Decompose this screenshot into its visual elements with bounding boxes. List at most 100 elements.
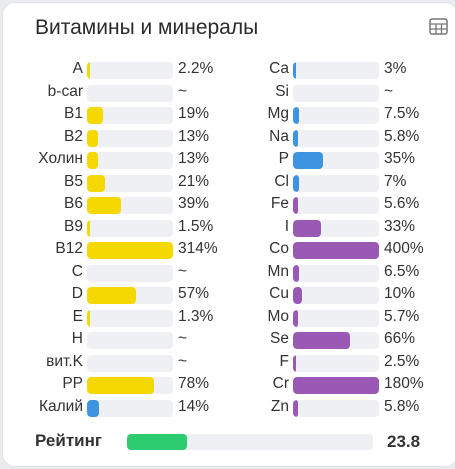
nutrient-label: PP: [62, 375, 83, 392]
nutrient-bar-fill: [87, 174, 106, 192]
table-icon[interactable]: [429, 18, 448, 35]
nutrient-bar-fill: [293, 62, 296, 79]
nutrient-label: B5: [64, 172, 83, 190]
nutrient-bar-fill: [293, 264, 299, 282]
nutrient-bar-fill: [293, 377, 379, 394]
nutrient-value: 5.6%: [384, 195, 420, 212]
nutrient-label: I: [284, 217, 289, 235]
nutrient-label: H: [71, 330, 83, 347]
nutrient-value: 57%: [178, 285, 210, 302]
nutrient-bar-fill: [87, 107, 104, 124]
nutrient-bar-fill: [293, 287, 302, 304]
nutrient-label: Mo: [267, 307, 289, 325]
nutrient-bar-fill: [293, 129, 298, 147]
nutrient-bar-fill: [293, 152, 324, 169]
nutrient-value: 13%: [178, 127, 210, 145]
nutrient-bar-track: [87, 242, 173, 259]
nutrient-bar-track: [87, 174, 173, 192]
nutrient-value: 5.8%: [384, 397, 420, 415]
nutrient-label: Cr: [272, 375, 289, 392]
nutrient-value: 180%: [384, 375, 424, 392]
rating-label: Рейтинг: [35, 431, 102, 450]
nutrient-label: Холин: [38, 150, 83, 167]
nutrient-value: 35%: [384, 150, 416, 167]
nutrient-bar-fill: [293, 354, 296, 372]
nutrient-label: Na: [269, 127, 289, 145]
nutrient-bar-track: [293, 377, 379, 394]
nutrient-label: Se: [270, 330, 289, 347]
card-title: Витамины и минералы: [35, 16, 259, 39]
nutrient-bar-fill: [87, 309, 90, 327]
nutrient-bar-track: [87, 264, 173, 282]
nutrient-bar-track: [87, 399, 173, 417]
nutrient-bar-track: [293, 399, 379, 417]
nutrient-bar-track: [87, 107, 173, 124]
nutrient-label: C: [71, 262, 83, 280]
nutrient-label: B6: [64, 195, 83, 212]
nutrient-value: 33%: [384, 217, 416, 235]
nutrient-value: ~: [178, 352, 188, 370]
nutrient-bar-track: [293, 219, 379, 237]
nutrient-value: ~: [178, 262, 188, 280]
nutrient-label: Co: [269, 240, 289, 257]
rating-bar-track: [127, 434, 373, 450]
nutrient-bar-fill: [293, 107, 300, 124]
nutrient-bar-fill: [87, 197, 121, 214]
nutrient-label: E: [72, 307, 83, 325]
nutrient-value: ~: [178, 82, 188, 100]
nutrient-bar-fill: [87, 129, 99, 147]
nutrient-bar-fill: [87, 242, 173, 259]
nutrient-bar-track: [87, 377, 173, 394]
nutrient-bar-fill: [87, 287, 137, 304]
nutrient-bar-track: [87, 354, 173, 372]
nutrient-value: 78%: [178, 375, 210, 392]
nutrient-bar-track: [87, 219, 173, 237]
nutrient-bar-track: [293, 129, 379, 147]
nutrient-label: Si: [275, 82, 289, 100]
nutrient-bar-track: [293, 152, 379, 169]
nutrient-label: Mg: [267, 105, 289, 122]
nutrient-value: 13%: [178, 150, 210, 167]
nutrient-value: 2.2%: [178, 60, 214, 77]
nutrient-label: B2: [64, 127, 83, 145]
nutrient-label: D: [71, 285, 83, 302]
nutrient-label: Zn: [270, 397, 289, 415]
nutrient-label: B12: [55, 240, 83, 257]
nutrient-label: вит.K: [46, 352, 83, 370]
nutrient-bar-track: [87, 62, 173, 79]
nutrient-value: 39%: [178, 195, 210, 212]
nutrient-label: Cl: [274, 172, 289, 190]
nutrient-bar-fill: [293, 242, 379, 259]
nutrient-bar-fill: [293, 219, 322, 237]
nutrient-bar-track: [293, 242, 379, 259]
nutrient-value: 7%: [384, 172, 407, 190]
nutrient-value: 14%: [178, 397, 210, 415]
nutrient-value: 5.8%: [384, 127, 420, 145]
nutrient-bar-track: [87, 309, 173, 327]
nutrient-value: 1.5%: [178, 217, 214, 235]
nutrient-bar-track: [293, 287, 379, 304]
nutrient-label: F: [279, 352, 289, 370]
nutrient-bar-fill: [87, 219, 90, 237]
nutrient-value: 6.5%: [384, 262, 420, 280]
nutrient-value: 314%: [178, 240, 218, 257]
nutrient-label: Fe: [270, 195, 289, 212]
nutrient-bar-track: [87, 197, 173, 214]
nutrient-bar-fill: [293, 174, 300, 192]
nutrient-value: ~: [384, 82, 394, 100]
nutrient-label: P: [278, 150, 289, 167]
nutrient-bar-track: [87, 129, 173, 147]
nutrient-label: Ca: [269, 60, 289, 77]
nutrient-value: 2.5%: [384, 352, 420, 370]
nutrient-bar-track: [293, 197, 379, 214]
nutrient-bar-track: [293, 264, 379, 282]
nutrient-bar-track: [293, 354, 379, 372]
nutrient-bar-track: [293, 309, 379, 327]
nutrient-value: 21%: [178, 172, 210, 190]
nutrient-value: 10%: [384, 285, 416, 302]
nutrient-value: ~: [178, 330, 188, 347]
nutrient-label: Cu: [269, 285, 289, 302]
rating-bar-fill: [127, 434, 188, 450]
nutrient-bar-track: [293, 174, 379, 192]
nutrient-bar-track: [293, 332, 379, 349]
